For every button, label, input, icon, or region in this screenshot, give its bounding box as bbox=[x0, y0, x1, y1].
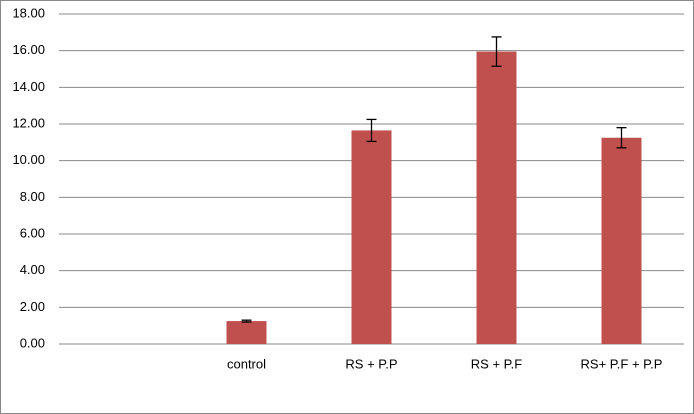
error-bar bbox=[366, 118, 377, 143]
y-tick-label: 18.00 bbox=[12, 5, 45, 20]
error-bar bbox=[241, 319, 252, 323]
x-tick-label: RS + P.F bbox=[471, 356, 522, 371]
x-tick-label: RS + P.P bbox=[345, 356, 397, 371]
y-tick-label: 0.00 bbox=[20, 335, 45, 350]
error-bar bbox=[616, 127, 627, 149]
bar bbox=[351, 130, 392, 344]
y-tick-label: 16.00 bbox=[12, 42, 45, 57]
y-tick-label: 4.00 bbox=[20, 262, 45, 277]
y-tick-label: 14.00 bbox=[12, 79, 45, 94]
y-tick-label: 10.00 bbox=[12, 152, 45, 167]
bar bbox=[226, 321, 267, 344]
x-tick-label: control bbox=[227, 356, 266, 371]
y-tick-label: 2.00 bbox=[20, 299, 45, 314]
error-bar bbox=[491, 36, 502, 67]
y-tick-label: 12.00 bbox=[12, 115, 45, 130]
x-tick-label: RS+ P.F + P.P bbox=[581, 356, 663, 371]
y-tick-label: 8.00 bbox=[20, 189, 45, 204]
bar bbox=[476, 51, 517, 344]
y-tick-label: 6.00 bbox=[20, 225, 45, 240]
bar bbox=[601, 137, 642, 344]
